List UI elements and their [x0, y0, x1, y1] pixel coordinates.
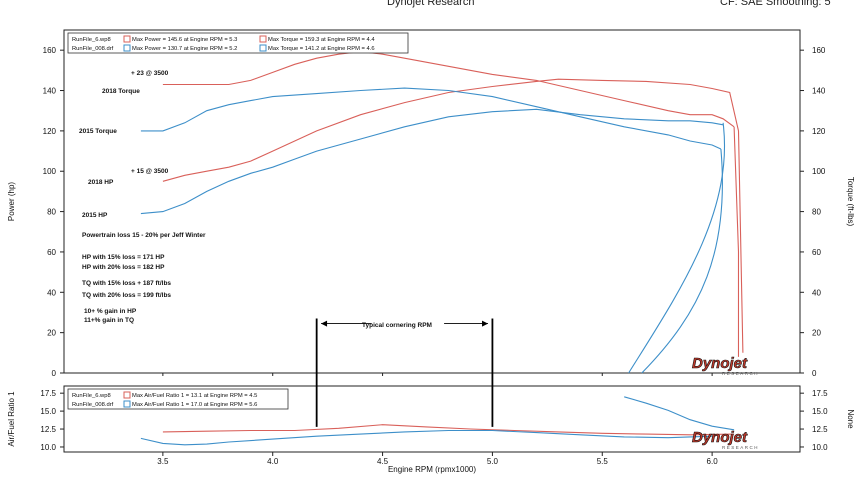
- annotation-text-7: HP with 15% loss = 171 HP: [82, 254, 165, 261]
- main-series-decel-torque: [641, 148, 724, 374]
- torque-y-tick-label: 140: [812, 87, 826, 96]
- afr-dynojet-logo-text: Dynojet: [692, 429, 748, 446]
- main-dynojet-logo-text: Dynojet: [692, 355, 748, 372]
- afr-legend-value-0-0: Max Air/Fuel Ratio 1 = 13.1 at Engine RP…: [132, 393, 257, 399]
- annotation-text-2: 2015 Torque: [79, 128, 117, 135]
- main-series-line-1: [162, 51, 735, 128]
- power-y-tick-label: 40: [47, 288, 56, 297]
- torque-axis-label: Torque (ft-lbs): [846, 177, 855, 227]
- main-series-line-3: [140, 87, 722, 150]
- power-y-tick-label: 160: [43, 46, 57, 55]
- afr-legend-swatch-1-0: [123, 400, 131, 408]
- annotation-text-9: TQ with 15% loss + 187 ft/lbs: [82, 280, 171, 287]
- torque-y-tick-label: 100: [812, 167, 826, 176]
- x-tick-label: 5.5: [597, 457, 609, 466]
- torque-y-tick-label: 40: [812, 288, 821, 297]
- afr-right-y-tick-label: 10.0: [812, 443, 828, 452]
- torque-y-tick-label: 20: [812, 329, 821, 338]
- annotation-text-8: HP with 20% loss = 182 HP: [82, 264, 165, 271]
- annotation-text-5: 2015 HP: [82, 212, 108, 219]
- power-y-tick-label: 100: [43, 167, 57, 176]
- main-plot-frame: [63, 29, 801, 374]
- power-y-tick-label: 60: [47, 248, 56, 257]
- x-tick-label: 6.0: [707, 457, 719, 466]
- afr-y-tick-label: 17.5: [40, 389, 56, 398]
- afr-right-y-tick-label: 15.0: [812, 407, 828, 416]
- afr-y-tick-label: 15.0: [40, 407, 56, 416]
- afr-series-line-2: [624, 396, 735, 431]
- main-legend-swatch-0-0: [123, 35, 131, 43]
- x-tick-label: 5.0: [487, 457, 499, 466]
- main-legend-value-0-0: Max Power = 145.6 at Engine RPM = 5.3: [132, 37, 237, 43]
- annotation-text-10: TQ with 20% loss = 199 ft/lbs: [82, 292, 171, 299]
- annotation-text-4: 2018 HP: [88, 179, 114, 186]
- main-legend-value-1-1: Max Torque = 141.2 at Engine RPM = 4.6: [268, 46, 375, 52]
- annotation-text-13: Typical cornering RPM: [362, 322, 432, 329]
- afr-legend-file-1: RunFile_008.drf: [72, 402, 114, 408]
- torque-y-tick-label: 0: [812, 369, 817, 378]
- power-y-tick-label: 140: [43, 87, 57, 96]
- afr-series-line-0: [162, 424, 735, 436]
- annotation-text-12: 11+% gain in TQ: [84, 317, 134, 324]
- x-tick-label: 3.5: [157, 457, 169, 466]
- main-series-line-0: [162, 78, 744, 353]
- main-legend-value-0-1: Max Torque = 159.3 at Engine RPM = 4.4: [268, 37, 375, 43]
- main-legend-swatch-1-1: [259, 44, 267, 52]
- torque-y-tick-label: 160: [812, 46, 826, 55]
- main-legend-swatch-0-1: [259, 35, 267, 43]
- power-y-tick-label: 0: [52, 369, 57, 378]
- torque-y-tick-label: 80: [812, 208, 821, 217]
- x-tick-label: 4.0: [267, 457, 279, 466]
- cornering-arrow-left-head: [321, 320, 328, 327]
- main-legend-file-0: RunFile_6.wp8: [72, 37, 111, 43]
- afr-right-y-tick-label: 12.5: [812, 425, 828, 434]
- torque-y-tick-label: 120: [812, 127, 826, 136]
- afr-legend-value-1-0: Max Air/Fuel Ratio 1 = 17.0 at Engine RP…: [132, 402, 257, 408]
- annotation-text-11: 10+ % gain in HP: [84, 308, 137, 315]
- main-legend-box: [67, 32, 409, 54]
- main-series-line-2: [140, 108, 724, 215]
- afr-y-tick-label: 10.0: [40, 443, 56, 452]
- annotation-text-1: 2018 Torque: [102, 88, 140, 95]
- header-cf: CF: SAE Smoothing: 5: [720, 0, 831, 8]
- afr-legend-swatch-0-0: [123, 391, 131, 399]
- afr-y-tick-label: 12.5: [40, 425, 56, 434]
- main-series-decel-red-torque: [733, 126, 740, 357]
- main-legend-file-1: RunFile_008.drf: [72, 46, 114, 52]
- torque-y-tick-label: 60: [812, 248, 821, 257]
- power-y-tick-label: 120: [43, 127, 57, 136]
- afr-axis-label: Air/Fuel Ratio 1: [7, 391, 16, 447]
- main-dynojet-logo-sub: RESEARCH: [722, 371, 759, 376]
- afr-series-line-1: [140, 429, 713, 446]
- power-axis-label: Power (hp): [7, 182, 16, 221]
- header-title: Dynojet Research: [387, 0, 475, 8]
- annotation-text-0: + 23 @ 3500: [131, 70, 169, 77]
- power-y-tick-label: 20: [47, 329, 56, 338]
- annotation-text-6: Powertrain loss 15 - 20% per Jeff Winter: [82, 232, 206, 239]
- power-y-tick-label: 80: [47, 208, 56, 217]
- afr-dynojet-logo-sub: RESEARCH: [722, 445, 759, 450]
- annotation-text-3: + 15 @ 3500: [131, 168, 169, 175]
- afr-legend-file-0: RunFile_6.wp8: [72, 393, 111, 399]
- afr-legend-box: [67, 388, 289, 410]
- main-legend-value-1-0: Max Power = 130.7 at Engine RPM = 5.2: [132, 46, 237, 52]
- afr-right-axis-label: None: [846, 409, 855, 429]
- afr-right-y-tick-label: 17.5: [812, 389, 828, 398]
- x-axis-label: Engine RPM (rpmx1000): [388, 465, 476, 474]
- x-tick-label: 4.5: [377, 457, 389, 466]
- main-legend-swatch-1-0: [123, 44, 131, 52]
- cornering-arrow-right-head: [482, 320, 489, 327]
- main-series-decel-power: [628, 122, 725, 374]
